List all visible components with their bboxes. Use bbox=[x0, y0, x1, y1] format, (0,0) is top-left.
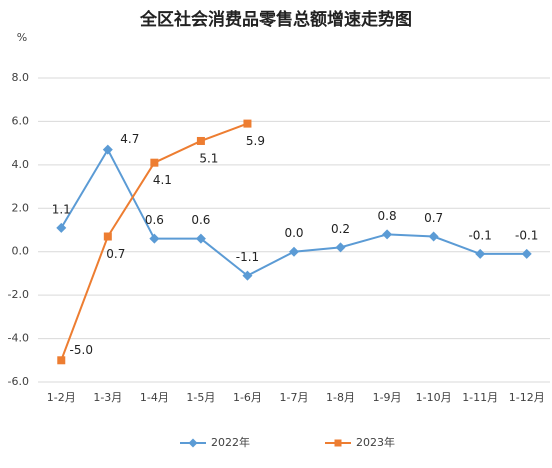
y-tick-label: -6.0 bbox=[8, 375, 29, 388]
x-tick-label: 1-9月 bbox=[373, 391, 402, 404]
x-tick-label: 1-4月 bbox=[140, 391, 169, 404]
marker bbox=[289, 246, 299, 257]
value-label: -0.1 bbox=[468, 228, 491, 242]
value-label: 1.1 bbox=[52, 202, 71, 216]
value-label: 4.1 bbox=[153, 173, 172, 187]
y-tick-label: -4.0 bbox=[8, 332, 29, 345]
value-label: 0.6 bbox=[145, 213, 164, 227]
y-unit: % bbox=[17, 31, 27, 44]
value-label: 5.9 bbox=[246, 134, 265, 148]
marker bbox=[56, 222, 67, 233]
x-tick-label: 1-12月 bbox=[509, 391, 545, 404]
y-tick-label: 8.0 bbox=[12, 71, 30, 84]
marker bbox=[428, 231, 439, 242]
x-tick-label: 1-8月 bbox=[326, 391, 355, 404]
marker bbox=[103, 232, 112, 241]
marker bbox=[188, 438, 198, 448]
marker bbox=[57, 356, 66, 365]
x-tick-label: 1-11月 bbox=[462, 391, 498, 404]
x-tick-label: 1-10月 bbox=[416, 391, 452, 404]
marker bbox=[195, 233, 206, 244]
marker bbox=[521, 248, 532, 259]
chart-title: 全区社会消费品零售总额增速走势图 bbox=[139, 9, 412, 30]
value-label: 4.7 bbox=[120, 132, 139, 146]
marker bbox=[242, 270, 253, 281]
value-label: 0.7 bbox=[106, 247, 125, 261]
marker bbox=[334, 439, 342, 447]
marker bbox=[475, 248, 486, 259]
marker bbox=[196, 136, 205, 145]
x-tick-label: 1-6月 bbox=[233, 391, 262, 404]
legend-label: 2022年 bbox=[211, 435, 250, 449]
marker bbox=[335, 242, 346, 253]
marker bbox=[382, 229, 393, 240]
marker bbox=[243, 119, 252, 128]
value-label: -5.0 bbox=[70, 343, 93, 357]
value-label: 0.8 bbox=[378, 209, 397, 223]
value-label: 5.1 bbox=[199, 151, 218, 165]
value-label: 0.2 bbox=[331, 222, 350, 236]
marker bbox=[149, 233, 160, 244]
x-tick-label: 1-5月 bbox=[186, 391, 215, 404]
x-tick-label: 1-2月 bbox=[47, 391, 76, 404]
value-label: -0.1 bbox=[515, 228, 538, 242]
value-label: 0.6 bbox=[191, 213, 210, 227]
legend-label: 2023年 bbox=[356, 435, 395, 449]
y-tick-label: 6.0 bbox=[12, 114, 30, 127]
marker bbox=[102, 144, 113, 155]
y-tick-label: -2.0 bbox=[8, 288, 29, 301]
value-label: 0.0 bbox=[284, 226, 303, 240]
y-tick-label: 4.0 bbox=[12, 158, 30, 171]
y-tick-label: 2.0 bbox=[12, 201, 30, 214]
value-label: -1.1 bbox=[236, 250, 259, 264]
x-tick-label: 1-7月 bbox=[280, 391, 309, 404]
marker bbox=[150, 158, 159, 167]
y-tick-label: 0.0 bbox=[12, 245, 30, 258]
x-tick-label: 1-3月 bbox=[93, 391, 122, 404]
value-label: 0.7 bbox=[424, 211, 443, 225]
